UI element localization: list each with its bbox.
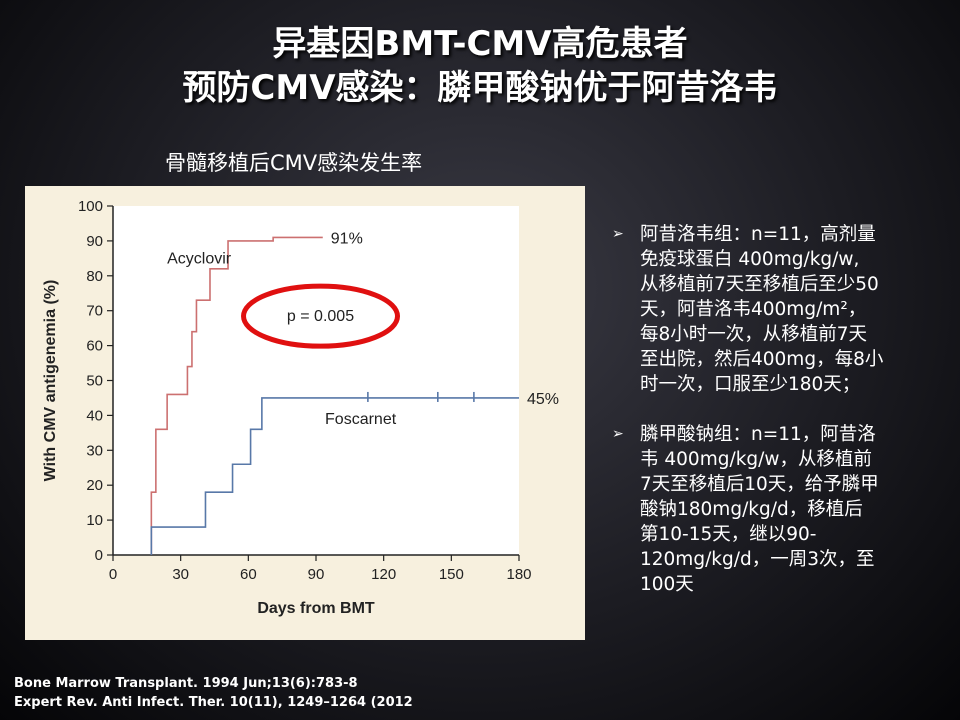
series-end-label: 91% xyxy=(331,230,363,247)
highlight-ellipse xyxy=(241,283,401,349)
y-tick-label: 90 xyxy=(86,233,103,250)
series-label-acyclovir: Acyclovir xyxy=(167,250,232,267)
bullet-line: 免疫球蛋白 400mg/kg/w, xyxy=(640,249,860,270)
x-tick-label: 60 xyxy=(240,566,257,583)
y-tick-label: 60 xyxy=(86,338,103,355)
bullet-line: 天，阿昔洛韦400mg/m²， xyxy=(640,299,867,320)
bullet-line: 阿昔洛韦组：n=11，高剂量 xyxy=(640,224,876,245)
x-tick-label: 90 xyxy=(308,566,325,583)
bullet-item-acyclovir: ➢ 阿昔洛韦组：n=11，高剂量 免疫球蛋白 400mg/kg/w, 从移植前7天至… xyxy=(612,222,932,397)
y-tick-label: 20 xyxy=(86,477,103,494)
plot-area xyxy=(113,206,519,555)
x-tick-label: 0 xyxy=(109,566,117,583)
chart-svg: 0 10 20 30 40 50 60 70 80 90 100 0 30 60 90 120 150 180 Da… xyxy=(42,198,559,617)
bullet-line: 从移植前7天至移植后至少50 xyxy=(640,274,879,295)
x-tick-label: 120 xyxy=(371,566,396,583)
bullet-line: 膦甲酸钠组：n=11，阿昔洛 xyxy=(640,424,876,445)
x-tick-label: 150 xyxy=(439,566,464,583)
series-line-foscarnet xyxy=(150,397,519,555)
x-tick-label: 180 xyxy=(506,566,531,583)
bullet-text: 膦甲酸钠组：n=11，阿昔洛韦 400mg/kg/w，从移植前 7天至移植后10天… xyxy=(640,422,932,597)
y-tick-label: 40 xyxy=(86,407,103,424)
reference-2: Expert Rev. Anti Infect. Ther. 10(11), 1… xyxy=(14,695,413,710)
bullet-line: 韦 400mg/kg/w，从移植前 xyxy=(640,449,873,470)
reference-1: Bone Marrow Transplant. 1994 Jun;13(6):7… xyxy=(14,676,358,691)
title-line-2: 预防CMV感染：膦甲酸钠优于阿昔洛韦 xyxy=(182,68,778,108)
bullet-text: 阿昔洛韦组：n=11，高剂量 免疫球蛋白 400mg/kg/w, 从移植前7天至移植… xyxy=(640,222,932,397)
references: Bone Marrow Transplant. 1994 Jun;13(6):7… xyxy=(14,674,413,712)
y-tick-label: 30 xyxy=(86,442,103,459)
y-axis-label: With CMV antigenemia (%) xyxy=(42,280,59,482)
chart-caption: 骨髓移植后CMV感染发生率 xyxy=(165,151,423,175)
bullet-line: 每8小时一次，从移植前7天 xyxy=(640,324,868,345)
y-tick-label: 70 xyxy=(86,303,103,320)
x-axis-label: Days from BMT xyxy=(257,600,375,617)
bullet-item-foscarnet: ➢ 膦甲酸钠组：n=11，阿昔洛韦 400mg/kg/w，从移植前 7天至移植后1… xyxy=(612,422,932,597)
series-end-label: 45% xyxy=(527,391,559,408)
y-tick-label: 0 xyxy=(95,547,103,564)
bullet-line: 第10-15天，继以90- xyxy=(640,524,817,545)
arrow-bullet-icon: ➢ xyxy=(612,426,624,442)
bullet-list: ➢ 阿昔洛韦组：n=11，高剂量 免疫球蛋白 400mg/kg/w, 从移植前7天至… xyxy=(612,222,932,622)
series-label-foscarnet: Foscarnet xyxy=(325,411,397,428)
title-line-1: 异基因BMT-CMV高危患者 xyxy=(272,24,688,64)
y-tick-label: 50 xyxy=(86,373,103,390)
chart-panel: 0 10 20 30 40 50 60 70 80 90 100 0 30 60 90 120 150 180 Da… xyxy=(25,186,585,640)
bullet-line: 100天 xyxy=(640,574,694,595)
x-tick-label: 30 xyxy=(172,566,189,583)
series-line-acyclovir xyxy=(150,236,323,555)
p-value-annotation: p = 0.005 xyxy=(287,308,354,325)
bullet-line: 7天至移植后10天，给予膦甲 xyxy=(640,474,879,495)
bullet-line: 120mg/kg/d，一周3次，至 xyxy=(640,549,875,570)
y-tick-label: 80 xyxy=(86,268,103,285)
bullet-line: 酸钠180mg/kg/d，移植后 xyxy=(640,499,863,520)
slide-title: 异基因BMT-CMV高危患者 预防CMV感染：膦甲酸钠优于阿昔洛韦 xyxy=(0,22,960,110)
y-tick-label: 10 xyxy=(86,512,103,529)
y-tick-label: 100 xyxy=(78,198,103,215)
bullet-line: 时一次，口服至少180天； xyxy=(640,374,861,395)
arrow-bullet-icon: ➢ xyxy=(612,226,624,242)
bullet-line: 至出院，然后400mg，每8小 xyxy=(640,349,884,370)
